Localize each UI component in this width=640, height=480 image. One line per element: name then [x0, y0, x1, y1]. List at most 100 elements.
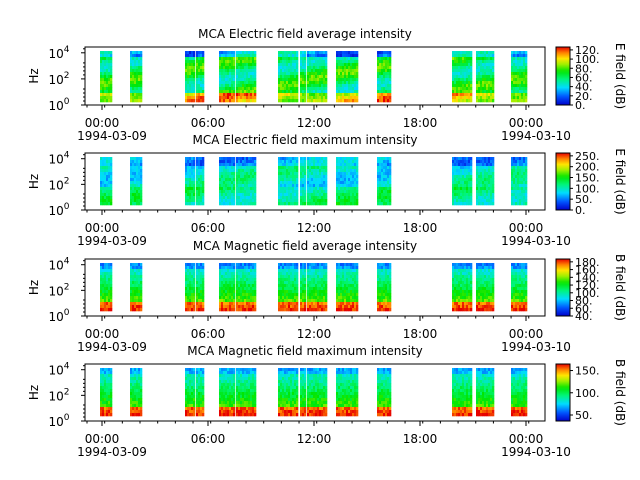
y-axis-label: Hz	[27, 174, 41, 189]
colorbar-tick-label: 100.	[575, 53, 600, 66]
x-tick-time: 06:00	[191, 432, 226, 446]
x-tick-time: 00:00	[85, 432, 120, 446]
heatmap-block	[300, 157, 307, 206]
heatmap-block	[130, 51, 143, 103]
colorbar-tick-label: 140.	[575, 271, 600, 284]
heatmap-block	[236, 157, 257, 206]
heatmap-block	[511, 368, 528, 417]
y-axis-label: Hz	[27, 280, 41, 295]
x-tick-time: 00:00	[509, 116, 544, 130]
heatmap-block	[100, 157, 113, 206]
plot-frame	[84, 363, 546, 422]
y-tick-label: 100	[48, 413, 69, 429]
x-tick-date: 1994-03-10	[501, 445, 571, 459]
x-tick-time: 18:00	[403, 221, 438, 235]
heatmap-block	[452, 51, 473, 103]
colorbar-tick-label: 150.	[575, 365, 600, 378]
heatmap-block	[196, 368, 205, 417]
heatmap-block	[476, 51, 495, 103]
panel-title: MCA Electric field maximum intensity	[192, 133, 417, 147]
colorbar-tick-label: 50.	[575, 193, 593, 206]
heatmap-block	[300, 263, 307, 312]
heatmap-block	[236, 263, 257, 312]
x-tick-time: 00:00	[85, 327, 120, 341]
colorbar-tick-label: 50.	[575, 409, 593, 422]
heatmap-block	[476, 157, 495, 206]
plot-frame	[84, 258, 546, 317]
heatmap-block	[278, 51, 299, 103]
heatmap-block	[185, 368, 196, 417]
colorbar-tick-label: 40.	[575, 310, 593, 323]
colorbar-label: B field (dB)	[613, 254, 627, 321]
plot-frame	[84, 46, 546, 106]
colorbar-tick-label: 80.	[575, 62, 593, 75]
plot-frame	[84, 152, 546, 211]
x-tick-time: 06:00	[191, 116, 226, 130]
colorbar-tick-label: 60.	[575, 71, 593, 84]
colorbar	[555, 363, 571, 422]
x-tick-time: 12:00	[297, 116, 332, 130]
colorbar-tick-label: 40.	[575, 81, 593, 94]
colorbar-label: E field (dB)	[613, 148, 627, 214]
colorbar	[555, 46, 571, 106]
colorbar-tick-label: 100.	[575, 182, 600, 195]
x-tick-date: 1994-03-09	[77, 234, 147, 248]
heatmap-block	[377, 51, 392, 103]
heatmap-block	[476, 368, 495, 417]
colorbar	[555, 258, 571, 317]
colorbar	[555, 152, 571, 211]
x-tick-date: 1994-03-10	[501, 234, 571, 248]
heatmap-block	[307, 263, 328, 312]
heatmap-block	[452, 263, 473, 312]
heatmap-block	[130, 368, 143, 417]
y-axis-label: Hz	[27, 385, 41, 400]
x-tick-date: 1994-03-10	[501, 340, 571, 354]
heatmap-block	[236, 368, 257, 417]
heatmap-block	[336, 263, 359, 312]
heatmap-block	[452, 157, 473, 206]
heatmap-block	[196, 263, 205, 312]
x-tick-time: 00:00	[85, 116, 120, 130]
panel-3: MCA Magnetic field average intensity Hz 10…	[27, 239, 627, 354]
colorbar-tick-label: 100.	[575, 287, 600, 300]
heatmap-block	[307, 51, 328, 103]
y-tick-label: 100	[48, 97, 69, 113]
heatmap-block	[300, 368, 307, 417]
heatmap-block	[278, 157, 299, 206]
y-tick-label: 104	[48, 257, 69, 273]
heatmap-block	[185, 263, 196, 312]
heatmap-block	[219, 157, 236, 206]
x-tick-date: 1994-03-10	[501, 129, 571, 143]
y-tick-label: 102	[48, 282, 69, 298]
heatmap-block	[100, 263, 113, 312]
y-tick-label: 100	[48, 308, 69, 324]
panel-title: MCA Magnetic field maximum intensity	[187, 344, 423, 358]
heatmap-block	[185, 51, 196, 103]
x-tick-time: 00:00	[509, 221, 544, 235]
heatmap-block	[377, 263, 392, 312]
x-tick-time: 18:00	[403, 327, 438, 341]
x-tick-date: 1994-03-09	[77, 340, 147, 354]
colorbar-tick-label: 100.	[575, 387, 600, 400]
heatmap-block	[336, 51, 359, 103]
colorbar-tick-label: 180.	[575, 256, 600, 269]
heatmap-block	[511, 51, 528, 103]
heatmap-block	[307, 368, 328, 417]
x-tick-time: 12:00	[297, 221, 332, 235]
heatmap-block	[236, 51, 257, 103]
colorbar-tick-label: 160.	[575, 264, 600, 277]
panel-4: MCA Magnetic field maximum intensity Hz 10…	[27, 344, 627, 459]
colorbar-tick-label: 60.	[575, 302, 593, 315]
y-tick-label: 102	[48, 71, 69, 87]
heatmap-block	[100, 368, 113, 417]
panel-2: MCA Electric field maximum intensity Hz 10…	[27, 133, 627, 248]
x-tick-date: 1994-03-09	[77, 129, 147, 143]
heatmap-block	[278, 263, 299, 312]
heatmap-block	[511, 157, 528, 206]
x-tick-time: 12:00	[297, 327, 332, 341]
heatmap-block	[307, 157, 328, 206]
colorbar-tick-label: 20.	[575, 90, 593, 103]
heatmap-block	[130, 263, 143, 312]
heatmap-block	[196, 51, 205, 103]
